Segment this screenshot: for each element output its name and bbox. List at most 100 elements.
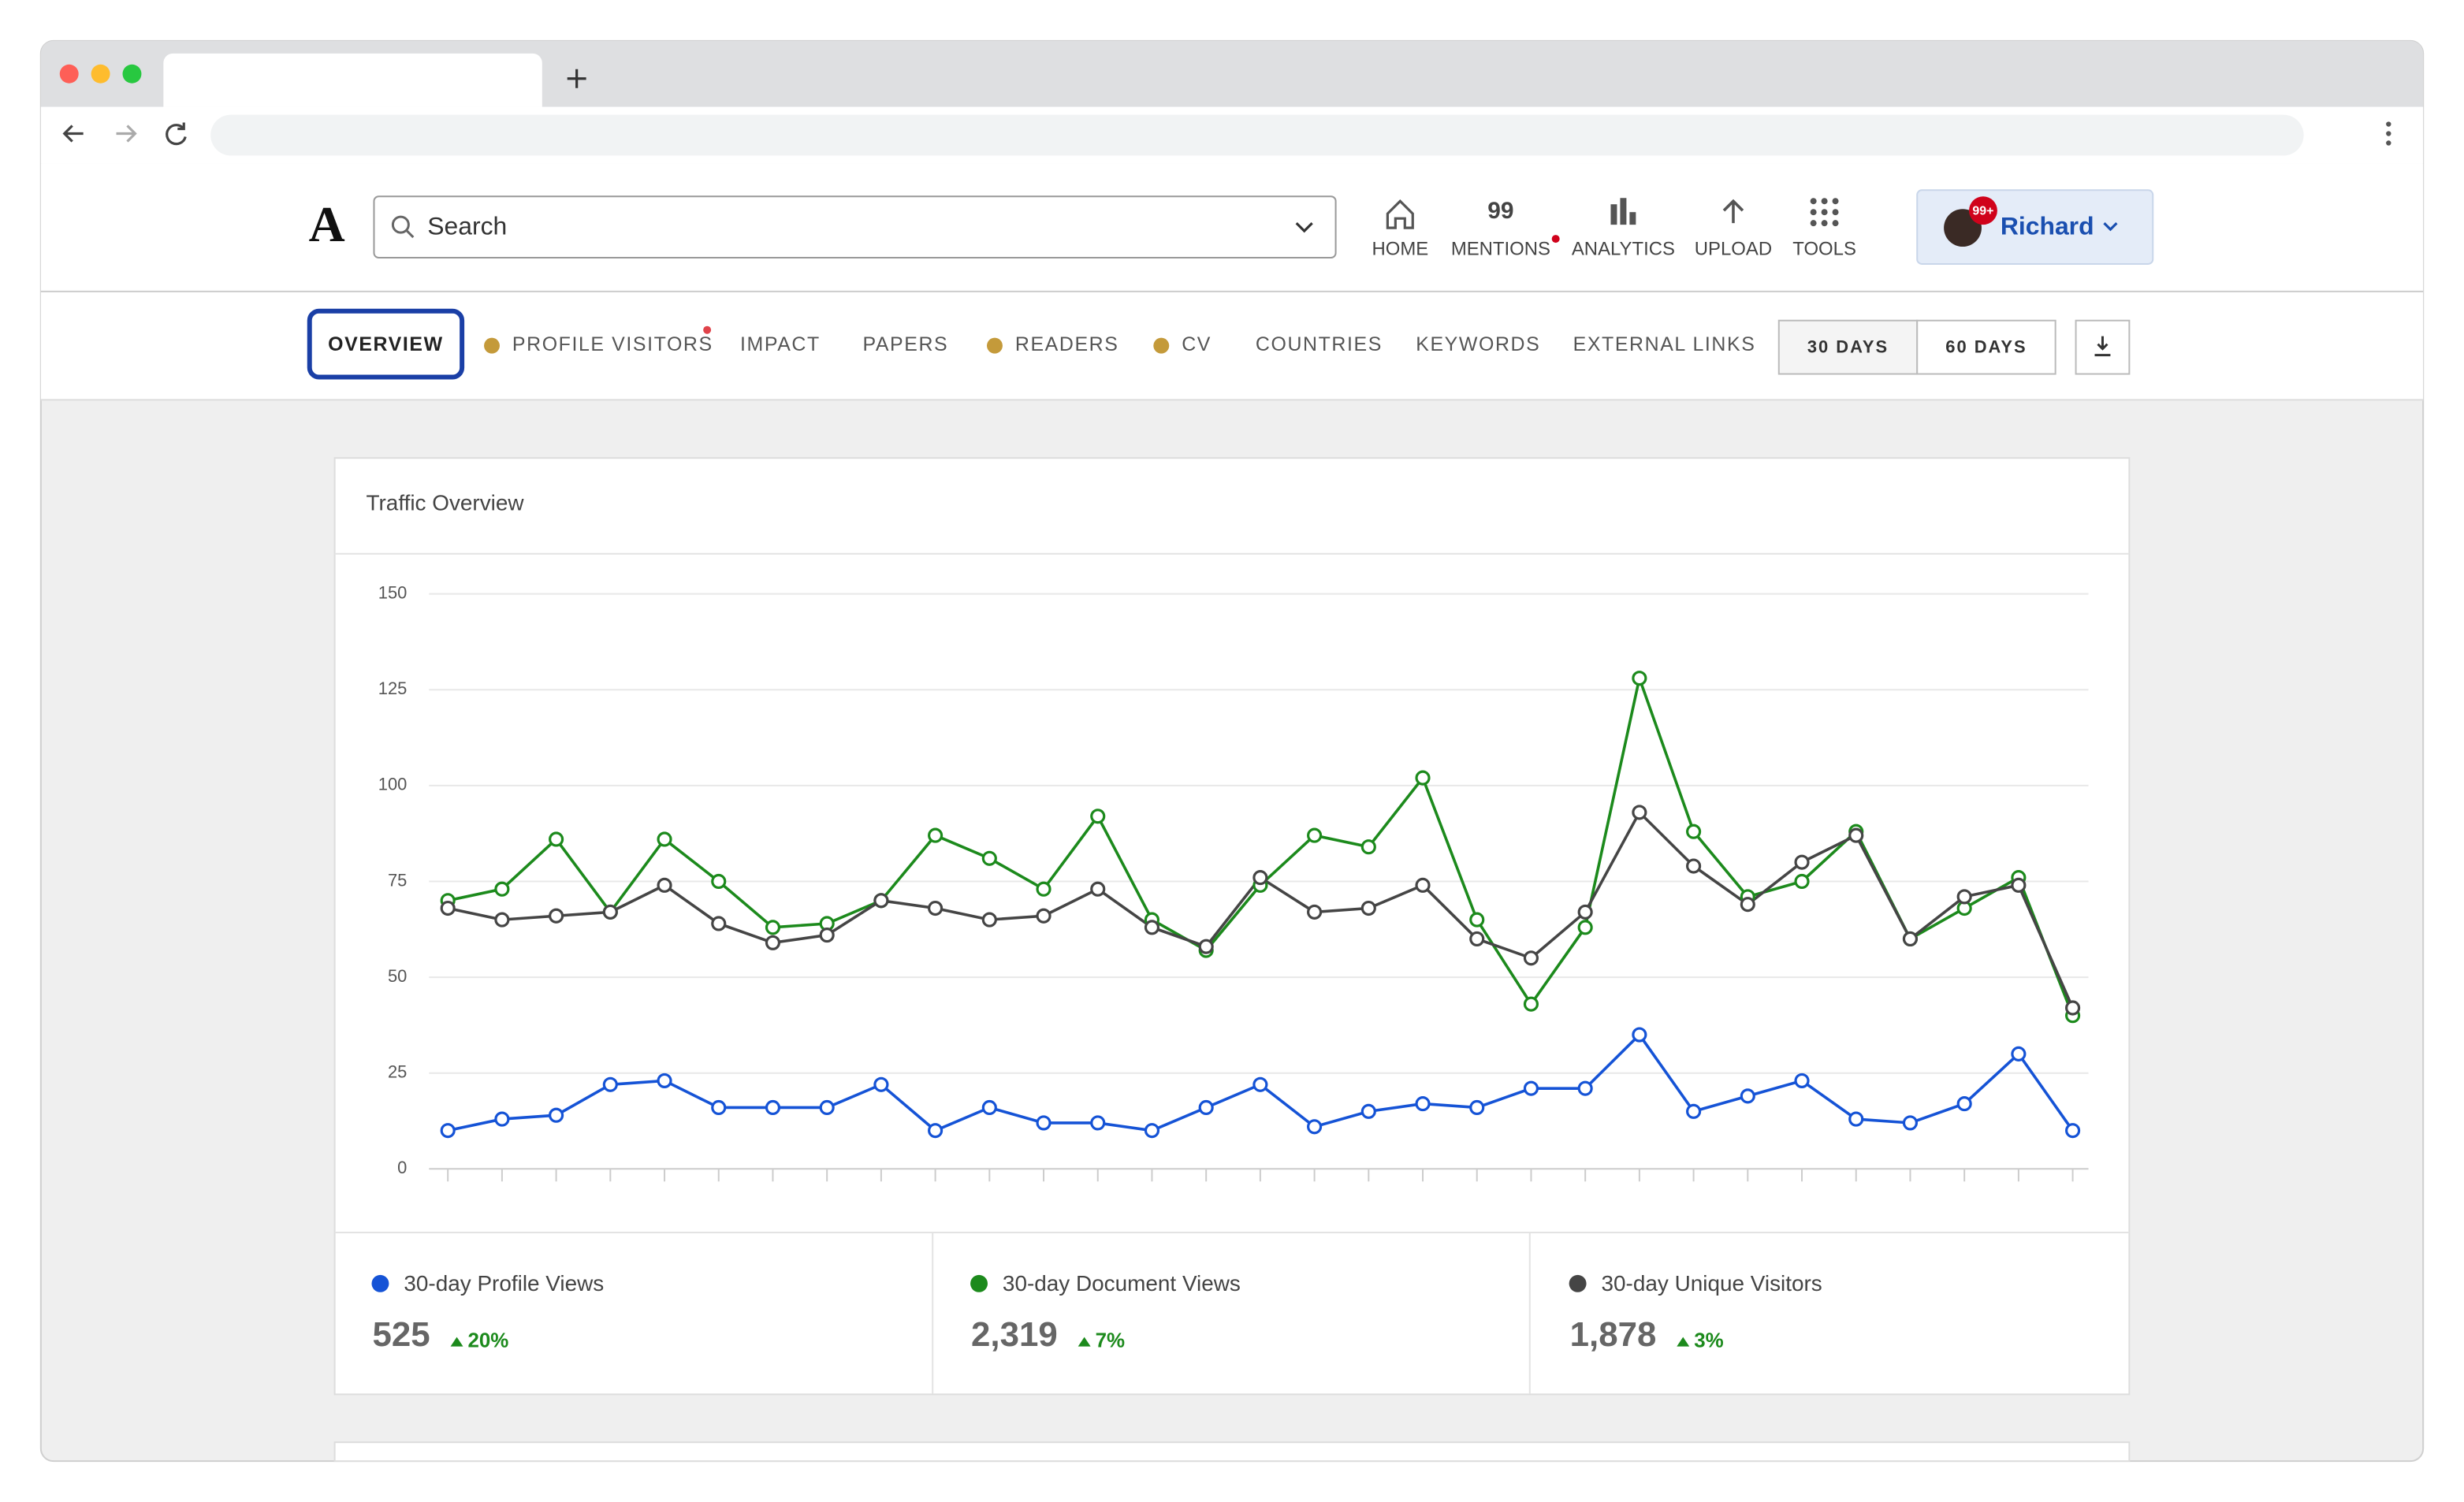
tab-cv[interactable]: CV (1182, 333, 1212, 355)
point (765, 1099, 781, 1116)
point (1794, 854, 1810, 870)
y-tick-label: 100 (378, 775, 408, 794)
nav-analytics[interactable]: ANALYTICS (1572, 238, 1675, 259)
lock-icon (1153, 337, 1170, 354)
tab-overview[interactable]: OVERVIEW (328, 333, 444, 355)
legend-label: 30-day Unique Visitors (1602, 1271, 1822, 1296)
point (1686, 823, 1702, 839)
new-tab[interactable] (567, 69, 586, 88)
point (1577, 904, 1593, 920)
point (549, 908, 564, 924)
analytics-icon[interactable] (1610, 198, 1636, 225)
legend-label: 30-day Profile Views (404, 1271, 604, 1296)
point (1415, 770, 1431, 786)
search-dropdown[interactable] (1295, 222, 1313, 233)
lock-icon (484, 337, 500, 354)
minimize-dot[interactable] (91, 64, 110, 84)
point (1360, 1103, 1376, 1119)
reload[interactable] (166, 122, 187, 146)
point (1307, 1119, 1323, 1135)
legend-swatch (371, 1274, 389, 1292)
point (1198, 939, 1214, 954)
nav-home[interactable]: HOME (1372, 238, 1428, 259)
nav-mentions[interactable]: MENTIONS (1451, 238, 1550, 259)
y-tick-label: 75 (388, 870, 407, 890)
stat-change: 7% (1096, 1329, 1125, 1351)
point (1469, 931, 1485, 947)
point (1360, 900, 1376, 916)
point (1036, 908, 1051, 924)
point (1198, 1099, 1214, 1116)
stat-change: 20% (467, 1329, 508, 1351)
badge (1969, 196, 1997, 225)
tab-countries[interactable]: COUNTRIES (1256, 333, 1383, 355)
point (1632, 1027, 1647, 1043)
range-60[interactable] (1916, 319, 2056, 375)
point (657, 1073, 672, 1088)
back[interactable] (62, 125, 84, 143)
tools-icon[interactable] (1810, 198, 1839, 227)
range-30-label: 30 DAYS (1807, 336, 1889, 356)
point (981, 912, 997, 928)
point (1036, 881, 1051, 897)
tab-readers[interactable]: READERS (1015, 333, 1119, 355)
card (333, 457, 2131, 1396)
search-icon (391, 215, 410, 234)
logo[interactable]: A (309, 196, 345, 252)
forward[interactable] (116, 125, 137, 143)
point (711, 1099, 727, 1116)
point (2065, 1000, 2081, 1016)
overview-focus[interactable] (307, 308, 465, 380)
tab-impact[interactable]: IMPACT (740, 333, 821, 355)
point (765, 920, 781, 935)
tab-papers[interactable]: PAPERS (862, 333, 948, 355)
home-icon[interactable] (1386, 199, 1414, 229)
change-arrow (1677, 1337, 1690, 1347)
next-card (333, 1441, 2131, 1463)
point (1469, 1099, 1485, 1116)
point (981, 850, 997, 866)
range-60-label: 60 DAYS (1945, 336, 2027, 356)
chart-title: Traffic Overview (367, 490, 525, 515)
point (494, 912, 510, 928)
point (1632, 805, 1647, 820)
badge-text: 99+ (1972, 204, 1993, 217)
point (657, 877, 672, 893)
tab-profile-visitors[interactable]: PROFILE VISITORS (512, 333, 713, 355)
point (711, 873, 727, 890)
point (1956, 889, 1972, 905)
point (1632, 671, 1647, 686)
point (1415, 877, 1431, 893)
point (1740, 897, 1755, 913)
point (1252, 1076, 1268, 1092)
tab-external-links[interactable]: EXTERNAL LINKS (1573, 333, 1756, 355)
nav-upload[interactable]: UPLOAD (1695, 238, 1772, 259)
point (1523, 1080, 1539, 1096)
point (1415, 1096, 1431, 1112)
tab-keywords[interactable]: KEYWORDS (1416, 333, 1540, 355)
point (1523, 996, 1539, 1012)
point (2011, 877, 2027, 893)
mentions-icon[interactable]: 99 (1487, 198, 1513, 224)
point (1144, 920, 1160, 935)
zoom-dot[interactable] (122, 64, 142, 84)
legend-label: 30-day Document Views (1003, 1271, 1241, 1296)
menu[interactable] (2386, 121, 2391, 146)
point (1956, 1096, 1972, 1112)
point (1902, 1115, 1919, 1131)
close-dot[interactable] (59, 64, 79, 84)
point (1577, 920, 1593, 935)
address-bar[interactable] (210, 114, 2304, 156)
point (2065, 1123, 2081, 1139)
change-arrow (450, 1337, 463, 1347)
point (928, 1123, 944, 1139)
upload-icon[interactable] (1722, 199, 1744, 224)
search-box[interactable] (373, 195, 1337, 258)
browser-tab[interactable] (163, 53, 542, 107)
user-dropdown[interactable] (2103, 222, 2118, 232)
point (1360, 839, 1376, 855)
point (2011, 1046, 2027, 1061)
nav-tools[interactable]: TOOLS (1792, 238, 1856, 259)
